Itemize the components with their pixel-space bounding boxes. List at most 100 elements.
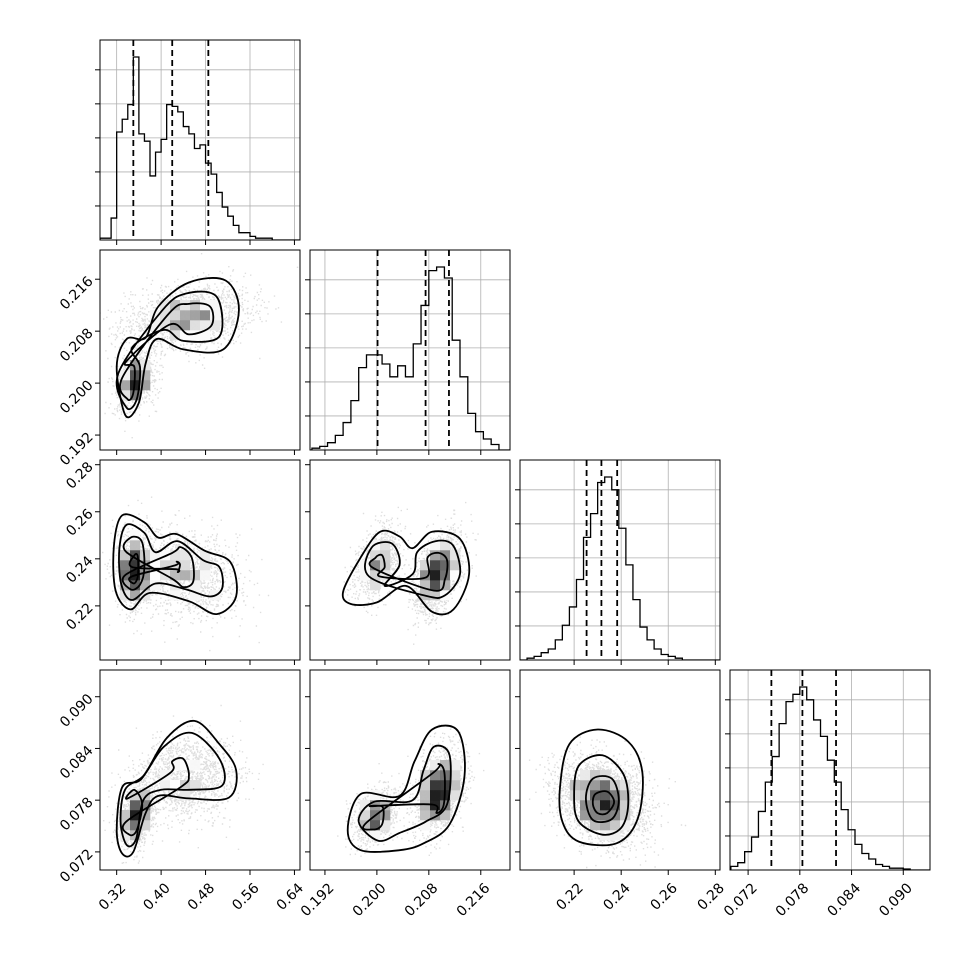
- density-cell: [190, 570, 201, 581]
- density-cell: [170, 580, 181, 591]
- density-cell: [130, 530, 141, 541]
- density-cell: [120, 810, 131, 821]
- density-cell: [380, 570, 391, 581]
- density-cell: [170, 780, 181, 791]
- density-cell: [420, 780, 431, 791]
- density-cell: [450, 550, 461, 561]
- x-tick-label: 0.078: [773, 880, 813, 920]
- density-cell: [210, 310, 221, 321]
- density-cell: [450, 780, 461, 791]
- panel-1-0: [95, 249, 301, 455]
- density-cell: [130, 590, 141, 601]
- density-cell: [130, 360, 141, 371]
- density-cell: [120, 830, 131, 841]
- density-cell: [180, 570, 191, 581]
- density-cell: [450, 560, 461, 571]
- panel-frame: [309, 669, 511, 871]
- y-tick-label: 0.090: [57, 691, 97, 731]
- contour-line: [128, 552, 181, 585]
- density-cell: [590, 780, 601, 791]
- density-cell: [130, 390, 141, 401]
- density-cell: [160, 300, 171, 311]
- density-cell: [440, 760, 451, 771]
- density-cell: [180, 300, 191, 311]
- panel-frame: [519, 669, 721, 871]
- panel-frame: [729, 669, 931, 871]
- density-cell: [370, 570, 381, 581]
- density-cell: [370, 790, 381, 801]
- density-cell: [200, 300, 211, 311]
- density-cell: [200, 550, 211, 561]
- contour-line: [558, 728, 644, 847]
- density-cell: [580, 790, 591, 801]
- density-cell: [610, 790, 621, 801]
- density-cell: [120, 390, 131, 401]
- x-tick-label: 0.072: [721, 880, 761, 920]
- density-cell: [380, 550, 391, 561]
- density-cell: [440, 810, 451, 821]
- density-cell: [370, 550, 381, 561]
- density-cell: [580, 770, 591, 781]
- density-cell: [420, 820, 431, 831]
- density-cell: [130, 830, 141, 841]
- density-cell: [420, 560, 431, 571]
- density-cell: [210, 300, 221, 311]
- density-cell: [620, 780, 631, 791]
- density-cell: [180, 320, 191, 331]
- density-cell: [140, 380, 151, 391]
- panel-frame: [99, 459, 301, 661]
- y-tick-label: 0.24: [63, 553, 96, 586]
- x-tick-label: 0.084: [824, 880, 864, 920]
- density-cell: [160, 560, 171, 571]
- panel-1-1: [305, 249, 511, 455]
- y-tick-label: 0.084: [57, 743, 97, 783]
- density-cell: [600, 770, 611, 781]
- x-tick-label: 0.208: [402, 880, 442, 920]
- density-cell: [430, 810, 441, 821]
- density-cell: [360, 810, 371, 821]
- density-cell: [620, 800, 631, 811]
- density-cell: [150, 320, 161, 331]
- density-cell: [180, 780, 191, 791]
- density-cell: [430, 570, 441, 581]
- density-cell: [570, 790, 581, 801]
- density-cell: [610, 820, 621, 831]
- scatter-points: [100, 253, 299, 439]
- density-cell: [120, 820, 131, 831]
- density-cell: [590, 770, 601, 781]
- density-cell: [180, 560, 191, 571]
- density-cell: [360, 800, 371, 811]
- density-cell: [370, 820, 381, 831]
- panel-2-1: [305, 459, 511, 665]
- y-tick-label: 0.192: [57, 429, 97, 469]
- density-cell: [370, 830, 381, 841]
- density-cell: [150, 550, 161, 561]
- density-cell: [440, 570, 451, 581]
- density-cell: [170, 550, 181, 561]
- histogram-step: [100, 56, 300, 240]
- contour-line: [362, 763, 446, 831]
- density-cell: [180, 550, 191, 561]
- x-tick-label: 0.32: [96, 880, 129, 913]
- y-tick-label: 0.072: [57, 846, 97, 886]
- density-cell: [200, 310, 211, 321]
- density-cell: [190, 780, 201, 791]
- density-cell: [170, 590, 181, 601]
- y-tick-label: 0.200: [57, 377, 97, 417]
- density-cell: [440, 800, 451, 811]
- density-cell: [180, 790, 191, 801]
- density-cell: [140, 580, 151, 591]
- density-cell: [150, 310, 161, 321]
- density-cell: [430, 580, 441, 591]
- panel-frame: [99, 39, 301, 241]
- density-cell: [430, 590, 441, 601]
- y-tick-label: 0.26: [63, 506, 96, 539]
- density-cell: [160, 310, 171, 321]
- contour-line: [584, 775, 620, 823]
- x-tick-label: 0.48: [185, 880, 218, 913]
- contour-line: [121, 756, 190, 837]
- density-cell: [430, 770, 441, 781]
- contour-line: [368, 551, 449, 592]
- density-cell: [430, 560, 441, 571]
